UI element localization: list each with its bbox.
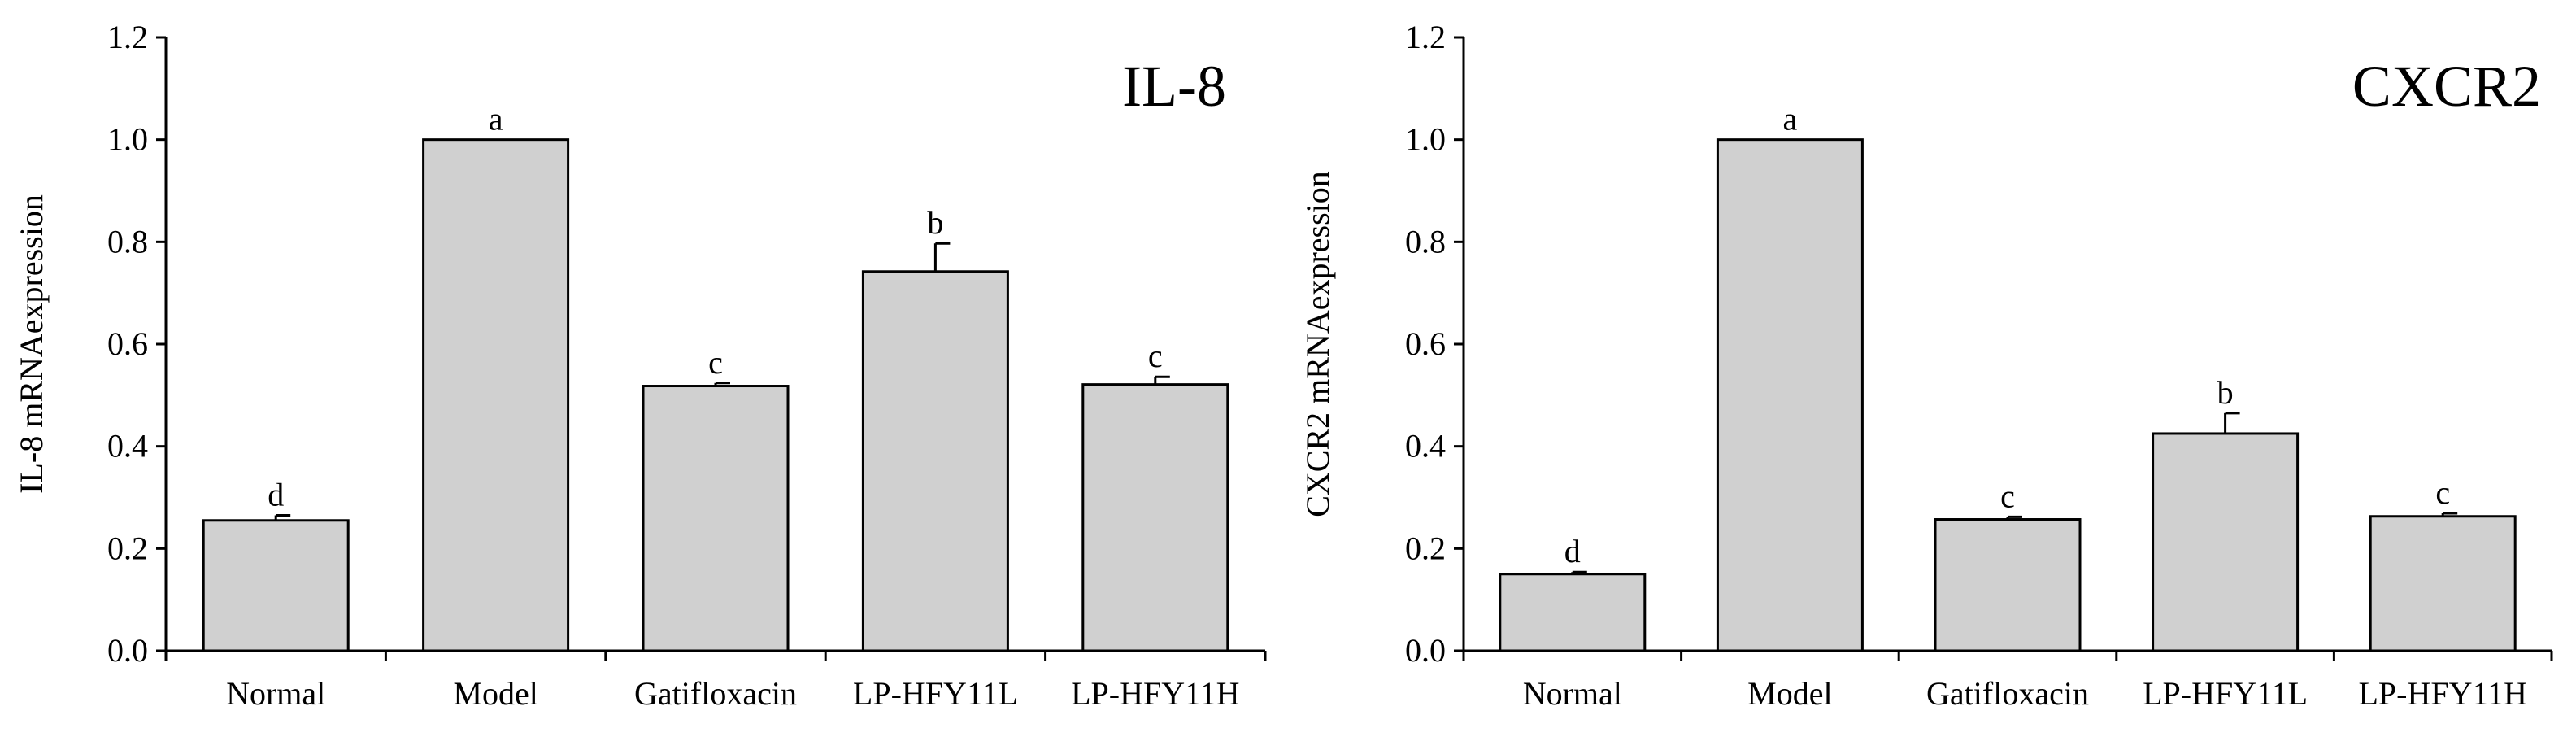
il8-bar — [1081, 383, 1229, 652]
il8-significance-label: c — [1148, 338, 1163, 374]
cxcr2-significance-label: c — [2000, 478, 2015, 514]
il8-chart-title: IL-8 — [1122, 54, 1226, 119]
il8-bar — [861, 270, 1009, 652]
cxcr2-chart-panel: 0.0 0.2 0.4 0.6 0.8 1.0 1.2 d Normal a Model c Gatif… — [1288, 0, 2576, 737]
cxcr2-y-axis-label: CXCR2 mRNAexpression — [1299, 171, 1336, 517]
il8-category-label: LP-HFY11L — [853, 675, 1018, 712]
cxcr2-y-tick-label: 1.2 — [1405, 19, 1446, 55]
il8-significance-label: d — [268, 476, 284, 512]
cxcr2-y-tick-label: 1.0 — [1405, 121, 1446, 158]
il8-chart: 0.0 0.2 0.4 0.6 0.8 1.0 1.2 d Normal a Model c Gatif… — [13, 19, 1267, 712]
il8-category-label: Model — [453, 675, 537, 712]
cxcr2-category-label: Normal — [1523, 675, 1622, 712]
il8-y-tick-label: 0.6 — [107, 325, 148, 362]
cxcr2-significance-label: c — [2435, 474, 2450, 511]
cxcr2-y-tick-label: 0.2 — [1405, 530, 1446, 566]
il8-y-tick-label: 1.0 — [107, 121, 148, 158]
cxcr2-bar — [1934, 518, 2082, 652]
cxcr2-bar — [2152, 432, 2300, 652]
il8-category-label: LP-HFY11H — [1071, 675, 1239, 712]
cxcr2-category-label: LP-HFY11H — [2358, 675, 2526, 712]
cxcr2-chart-title: CXCR2 — [2352, 54, 2541, 119]
cxcr2-y-tick-label: 0.0 — [1405, 632, 1446, 669]
il8-y-tick-label: 0.8 — [107, 223, 148, 259]
cxcr2-significance-label: a — [1783, 101, 1798, 137]
il8-bar — [202, 519, 350, 652]
cxcr2-bar — [1716, 138, 1864, 652]
cxcr2-bar — [1499, 573, 1647, 652]
cxcr2-significance-label: b — [2217, 374, 2234, 411]
il8-significance-label: c — [708, 344, 723, 381]
cxcr2-bar — [2369, 515, 2517, 652]
cxcr2-category-label: Gatifloxacin — [1926, 675, 2089, 712]
cxcr2-y-tick-label: 0.8 — [1405, 223, 1446, 259]
il8-chart-panel: 0.0 0.2 0.4 0.6 0.8 1.0 1.2 d Normal a Model c Gatif… — [13, 19, 1267, 712]
il8-bar — [422, 138, 570, 652]
cxcr2-category-label: LP-HFY11L — [2143, 675, 2308, 712]
il8-category-label: Normal — [226, 675, 325, 712]
il8-category-label: Gatifloxacin — [634, 675, 797, 712]
il8-y-tick-label: 1.2 — [107, 19, 148, 55]
cxcr2-y-tick-label: 0.6 — [1405, 325, 1446, 362]
il8-y-axis-label: IL-8 mRNAexpression — [13, 194, 50, 494]
cxcr2-category-label: Model — [1747, 675, 1832, 712]
il8-significance-label: b — [927, 204, 943, 241]
il8-y-tick-label: 0.4 — [107, 428, 148, 464]
cxcr2-chart: 0.0 0.2 0.4 0.6 0.8 1.0 1.2 d Normal a Model c Gatif… — [1299, 19, 2553, 712]
cxcr2-y-tick-label: 0.4 — [1405, 428, 1446, 464]
il8-y-tick-label: 0.2 — [107, 530, 148, 566]
il8-bar — [642, 385, 790, 652]
il8-significance-label: a — [489, 101, 503, 137]
cxcr2-significance-label: d — [1564, 533, 1581, 569]
il8-y-tick-label: 0.0 — [107, 632, 148, 669]
